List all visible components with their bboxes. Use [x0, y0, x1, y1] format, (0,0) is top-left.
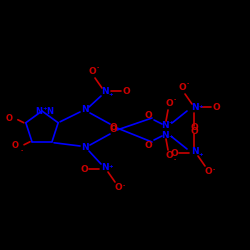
Text: O: O: [170, 148, 178, 158]
Text: O: O: [109, 126, 117, 134]
Text: -: -: [21, 148, 23, 153]
Text: -: -: [174, 158, 176, 162]
Text: O: O: [88, 68, 96, 76]
Text: O: O: [204, 168, 212, 176]
Text: +: +: [199, 152, 203, 156]
Text: O: O: [80, 164, 88, 173]
Text: +: +: [169, 120, 173, 126]
Text: +: +: [169, 134, 173, 140]
Text: +: +: [109, 164, 113, 168]
Text: +: +: [109, 92, 113, 96]
Text: N: N: [191, 104, 199, 112]
Text: O: O: [212, 102, 220, 112]
Text: -: -: [97, 66, 99, 70]
Text: N: N: [81, 106, 89, 114]
Text: O: O: [165, 152, 173, 160]
Text: O: O: [109, 124, 117, 132]
Text: O: O: [178, 84, 186, 92]
Text: O: O: [114, 184, 122, 192]
Text: -: -: [123, 184, 125, 188]
Text: N: N: [161, 130, 169, 140]
Text: N: N: [101, 164, 109, 172]
Text: O: O: [144, 110, 152, 120]
Text: -: -: [187, 82, 189, 86]
Text: N: N: [191, 148, 199, 156]
Text: O: O: [5, 114, 12, 123]
Text: N: N: [101, 88, 109, 96]
Text: O: O: [190, 128, 198, 136]
Text: O: O: [144, 140, 152, 149]
Text: N: N: [161, 120, 169, 130]
Text: +: +: [43, 106, 47, 112]
Text: N: N: [81, 144, 89, 152]
Text: O: O: [165, 100, 173, 108]
Text: O: O: [190, 124, 198, 132]
Text: O: O: [122, 86, 130, 96]
Text: -: -: [174, 98, 176, 102]
Text: N: N: [46, 106, 54, 116]
Text: O: O: [12, 141, 18, 150]
Text: N: N: [36, 106, 43, 116]
Text: -: -: [213, 168, 215, 172]
Text: +: +: [199, 104, 203, 108]
